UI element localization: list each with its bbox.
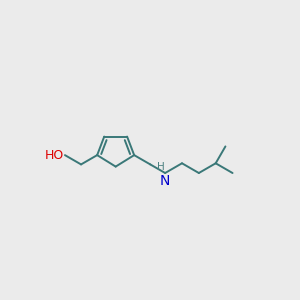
Text: H: H [157,162,164,172]
Text: HO: HO [44,148,64,162]
Text: N: N [160,174,170,188]
